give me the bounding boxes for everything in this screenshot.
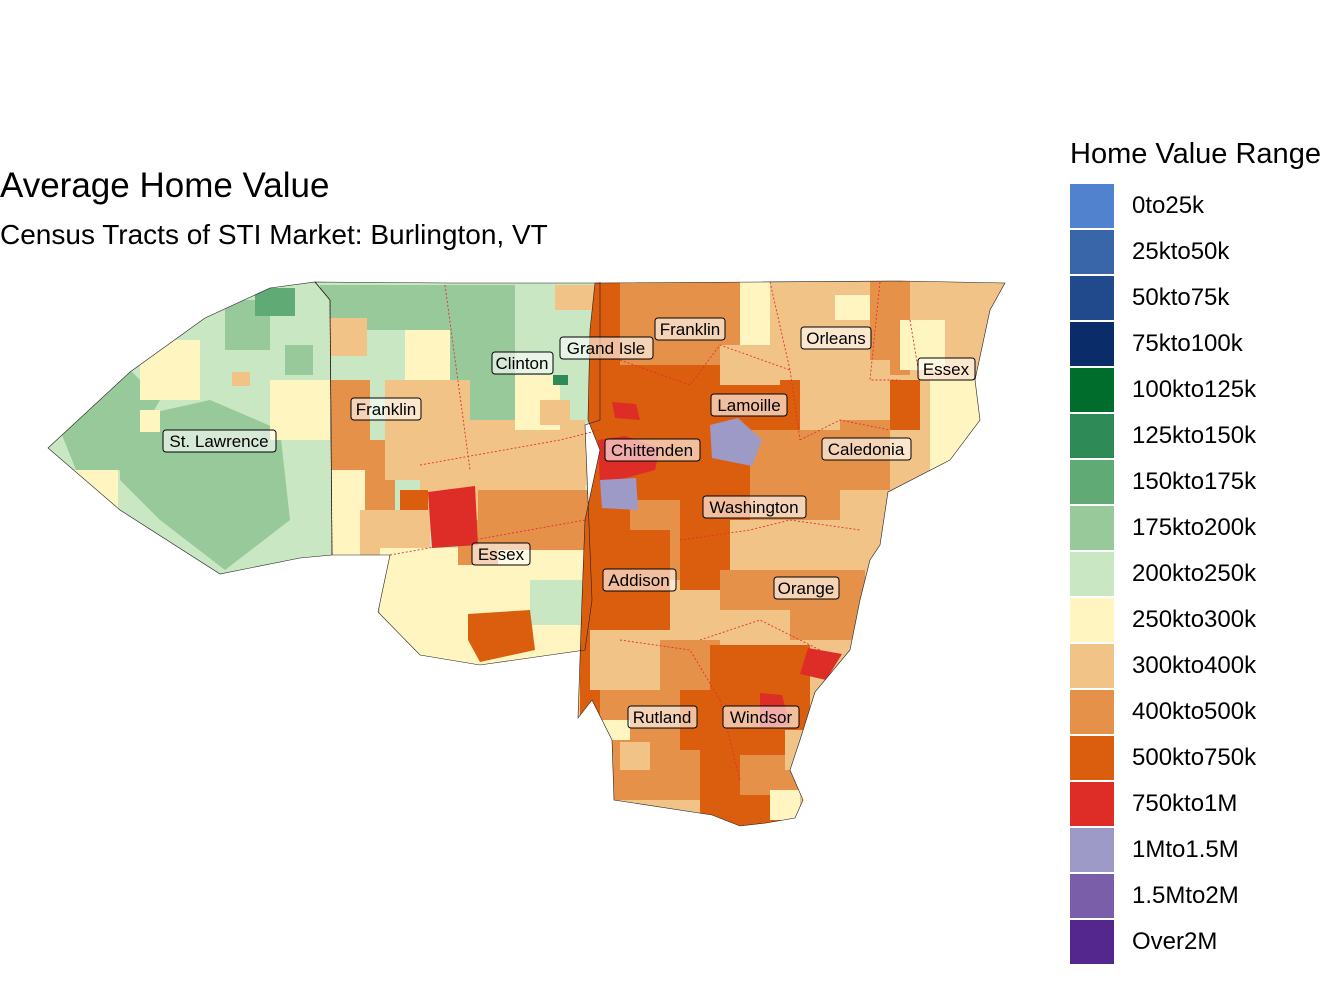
county-label-essex-ny: Essex — [471, 542, 531, 566]
legend-label: 125kto150k — [1132, 422, 1257, 449]
county-label-windsor: Windsor — [722, 705, 800, 729]
svg-text:Essex: Essex — [923, 360, 970, 379]
svg-text:Rutland: Rutland — [633, 708, 692, 727]
legend-swatch — [1070, 322, 1114, 366]
legend-label: 175kto200k — [1132, 514, 1257, 541]
svg-text:Washington: Washington — [709, 498, 798, 517]
svg-text:Essex: Essex — [478, 545, 525, 564]
legend-swatch — [1070, 874, 1114, 918]
legend-title: Home Value Range — [1070, 138, 1321, 170]
county-label-grand-isle: Grand Isle — [559, 336, 654, 360]
legend-label: 200kto250k — [1132, 560, 1257, 587]
county-label-st-lawrence: St. Lawrence — [162, 429, 277, 453]
svg-text:St. Lawrence: St. Lawrence — [169, 432, 268, 451]
legend-label: 300kto400k — [1132, 652, 1257, 679]
legend-swatch — [1070, 782, 1114, 826]
svg-text:Caledonia: Caledonia — [828, 440, 905, 459]
legend-label: 750kto1M — [1132, 790, 1238, 817]
legend-swatch — [1070, 690, 1114, 734]
svg-text:Chittenden: Chittenden — [611, 441, 693, 460]
legend-swatch — [1070, 598, 1114, 642]
svg-text:Windsor: Windsor — [730, 708, 793, 727]
county-label-essex-vt: Essex — [917, 357, 976, 381]
legend-swatch — [1070, 552, 1114, 596]
legend-label: Over2M — [1132, 928, 1218, 955]
legend-swatch — [1070, 460, 1114, 504]
county-label-orange: Orange — [773, 576, 840, 600]
map-subtitle: Census Tracts of STI Market: Burlington,… — [0, 219, 548, 250]
legend-label: 250kto300k — [1132, 606, 1257, 633]
county-label-clinton: Clinton — [491, 351, 554, 375]
county-label-caledonia: Caledonia — [821, 437, 912, 461]
svg-text:Lamoille: Lamoille — [717, 396, 780, 415]
legend-swatch — [1070, 736, 1114, 780]
legend-label: 500kto750k — [1132, 744, 1257, 771]
county-label-rutland: Rutland — [627, 705, 698, 729]
county-label-washington: Washington — [702, 495, 807, 519]
legend-swatch — [1070, 920, 1114, 964]
legend-swatch — [1070, 184, 1114, 228]
county-label-lamoille: Lamoille — [710, 393, 788, 417]
ny-east-region — [315, 282, 600, 665]
legend-swatch — [1070, 414, 1114, 458]
legend-label: 150kto175k — [1132, 468, 1257, 495]
svg-text:Grand Isle: Grand Isle — [567, 339, 645, 358]
county-label-franklin-ny: Franklin — [350, 397, 422, 421]
map-title: Average Home Value — [0, 166, 330, 205]
legend: Home Value Range 0to25k 25kto50k 50kto75k 7… — [1070, 136, 1321, 964]
county-label-franklin-vt: Franklin — [654, 317, 726, 341]
svg-text:Orange: Orange — [778, 579, 835, 598]
legend-swatch — [1070, 644, 1114, 688]
svg-text:Addison: Addison — [608, 571, 669, 590]
svg-text:Franklin: Franklin — [660, 320, 720, 339]
county-label-chittenden: Chittenden — [604, 438, 701, 462]
legend-swatch — [1070, 828, 1114, 872]
legend-label: 1.5Mto2M — [1132, 882, 1239, 909]
legend-swatch — [1070, 276, 1114, 320]
legend-label: 100kto125k — [1132, 376, 1257, 403]
county-label-orleans: Orleans — [800, 326, 872, 350]
legend-label: 75kto100k — [1132, 330, 1243, 357]
legend-label: 0to25k — [1132, 192, 1205, 219]
county-label-addison: Addison — [602, 568, 677, 592]
county-labels: St. Lawrence Franklin Clinton Grand Isle… — [162, 317, 976, 729]
legend-swatch — [1070, 230, 1114, 274]
state-outlines — [47, 280, 1006, 827]
legend-label: 25kto50k — [1132, 238, 1230, 265]
legend-label: 400kto500k — [1132, 698, 1257, 725]
legend-swatch — [1070, 506, 1114, 550]
svg-text:Franklin: Franklin — [356, 400, 416, 419]
legend-swatch — [1070, 368, 1114, 412]
legend-label: 1Mto1.5M — [1132, 836, 1239, 863]
svg-text:Orleans: Orleans — [806, 329, 866, 348]
legend-label: 50kto75k — [1132, 284, 1230, 311]
svg-text:Clinton: Clinton — [496, 354, 549, 373]
